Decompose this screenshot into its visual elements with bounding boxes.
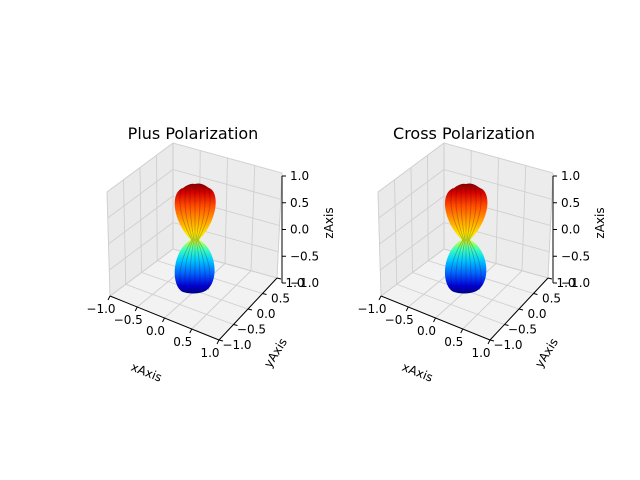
chart-title: Plus Polarization: [128, 124, 259, 143]
surface-mesh-line: [184, 187, 194, 291]
x-axis-label: xAxis: [129, 360, 164, 385]
x-tick-label: 0.5: [444, 335, 463, 349]
y-tick-mark: [533, 293, 538, 295]
surface-mesh-line: [196, 187, 206, 291]
y-tick-mark: [504, 324, 509, 326]
grid-line: [443, 169, 552, 200]
x-tick-mark: [189, 328, 193, 334]
y-tick-mark: [518, 308, 524, 311]
grid-line: [108, 195, 174, 245]
y-tick-label: 0.5: [271, 292, 290, 306]
grid-line: [106, 142, 174, 193]
z-tick-label: −1.0: [290, 276, 319, 290]
x-tick-mark: [216, 339, 220, 345]
y-tick-label: 0.0: [527, 307, 546, 321]
grid-line: [250, 165, 256, 271]
surface-mesh-line: [197, 187, 211, 291]
y-tick-mark: [247, 308, 253, 311]
grid-line: [107, 169, 174, 219]
pattern-lobes: [444, 183, 488, 294]
y-tick-label: 1.0: [556, 276, 575, 290]
x-tick-label: 1.0: [471, 346, 490, 360]
chart-title: Cross Polarization: [393, 124, 535, 143]
x-tick-label: −0.5: [385, 313, 414, 327]
x-tick-mark: [107, 295, 111, 301]
x-tick-mark: [487, 339, 491, 345]
y-tick-label: 0.0: [256, 307, 275, 321]
x-tick-mark: [378, 295, 382, 301]
y-tick-label: −1.0: [222, 338, 251, 352]
grid-line: [276, 172, 283, 279]
pattern-lobes: [174, 183, 216, 294]
z-tick-label: −0.5: [290, 249, 319, 263]
x-tick-label: 0.0: [146, 324, 165, 338]
surface-mesh-line: [466, 187, 472, 291]
grid-line: [172, 169, 281, 200]
z-tick-label: 0.5: [290, 196, 309, 210]
z-axis-label: zAxis: [322, 207, 336, 238]
x-tick-mark: [162, 317, 165, 323]
grid-line: [521, 165, 527, 271]
x-tick-mark: [433, 317, 436, 323]
z-tick-label: 0.0: [561, 223, 580, 237]
y-tick-mark: [276, 277, 282, 280]
grid-line: [377, 142, 445, 193]
grid-line: [547, 172, 554, 279]
x-tick-label: 0.5: [173, 335, 192, 349]
grid-line: [191, 270, 252, 330]
y-tick-mark: [262, 293, 267, 295]
grid-line: [379, 195, 445, 245]
y-tick-label: 0.5: [542, 292, 561, 306]
x-axis-label: xAxis: [400, 360, 435, 385]
surface-mesh-line: [195, 187, 201, 291]
z-tick-label: 0.5: [561, 196, 580, 210]
x-tick-mark: [405, 306, 409, 312]
radiation-pattern-surface: [444, 183, 488, 294]
y-tick-mark: [233, 324, 238, 326]
surface-mesh-line: [467, 187, 477, 291]
y-tick-mark: [218, 339, 224, 342]
x-tick-mark: [134, 306, 138, 312]
grid-line: [172, 142, 283, 174]
subplot-cross-polarization: Cross Polarization−1.0−0.50.00.51.0xAxis…: [357, 124, 607, 385]
subplot-plus-polarization: Plus Polarization−1.0−0.50.00.51.0xAxis−…: [86, 124, 336, 385]
y-tick-label: −0.5: [508, 323, 537, 337]
grid-line: [427, 155, 429, 261]
surface-mesh-line: [450, 187, 464, 291]
surface-mesh-line: [179, 187, 193, 291]
z-tick-label: 0.0: [290, 223, 309, 237]
grid-line: [443, 142, 554, 174]
x-tick-label: 0.0: [417, 324, 436, 338]
grid-line: [462, 270, 523, 330]
radiation-pattern-surface: [174, 183, 216, 294]
surface-mesh-line: [468, 187, 482, 291]
grid-line: [378, 169, 445, 219]
z-tick-label: 1.0: [290, 169, 309, 183]
x-tick-mark: [460, 328, 464, 334]
z-axis-label: zAxis: [593, 207, 607, 238]
z-tick-label: 1.0: [561, 169, 580, 183]
x-tick-label: 1.0: [200, 346, 219, 360]
surface-mesh-line: [455, 187, 465, 291]
x-tick-label: −1.0: [357, 302, 386, 316]
x-tick-label: −0.5: [114, 313, 143, 327]
y-tick-mark: [489, 339, 495, 342]
x-tick-label: −1.0: [86, 302, 115, 316]
surface-mesh-line: [189, 187, 195, 291]
z-tick-label: −1.0: [561, 276, 590, 290]
y-tick-label: 1.0: [285, 276, 304, 290]
y-tick-label: −0.5: [237, 323, 266, 337]
surface-mesh-line: [460, 187, 466, 291]
z-tick-label: −0.5: [561, 249, 590, 263]
y-axis-label: yAxis: [532, 336, 561, 371]
grid-line: [156, 155, 158, 261]
y-tick-mark: [547, 277, 553, 280]
y-axis-label: yAxis: [261, 336, 290, 371]
y-tick-label: −1.0: [493, 338, 522, 352]
